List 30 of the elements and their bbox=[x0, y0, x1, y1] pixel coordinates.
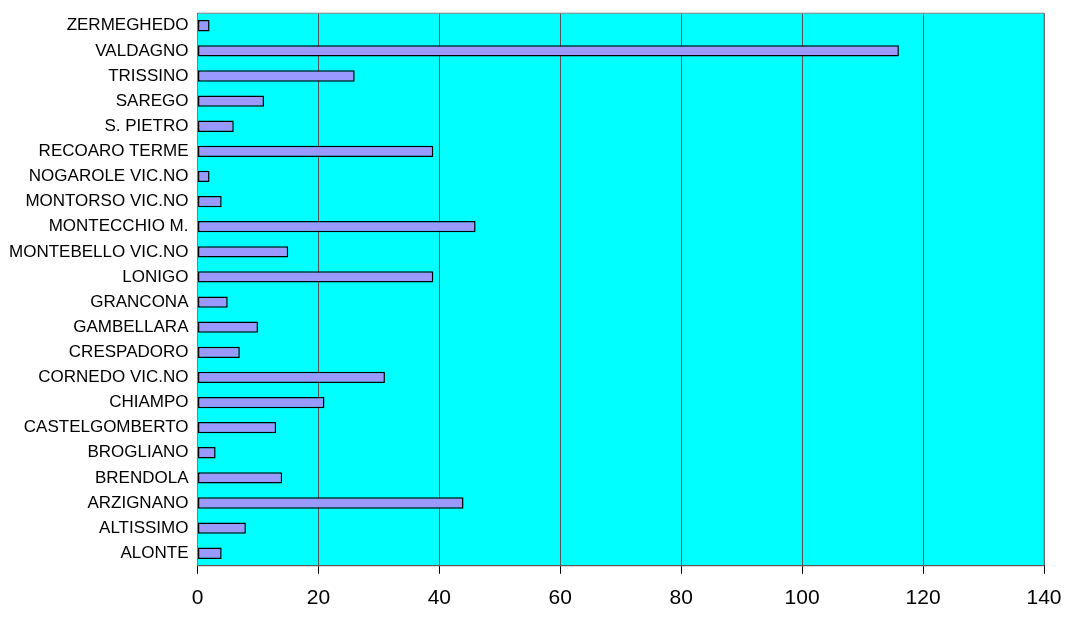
y-tick-label: ARZIGNANO bbox=[87, 492, 189, 512]
y-tick-label: RECOARO TERME bbox=[38, 141, 189, 161]
y-tick-label: TRISSINO bbox=[108, 65, 189, 85]
y-tick-label: GRANCONA bbox=[90, 291, 190, 311]
x-tick-label: 100 bbox=[784, 585, 820, 609]
x-tick-label: 40 bbox=[427, 585, 452, 609]
x-tick-label: 60 bbox=[548, 585, 572, 609]
y-tick-label: ALTISSIMO bbox=[99, 517, 189, 537]
y-tick-label: VALDAGNO bbox=[95, 40, 189, 60]
y-tick-label: ZERMEGHEDO bbox=[66, 15, 189, 35]
y-tick-label: SAREGO bbox=[115, 90, 189, 110]
y-tick-label: MONTORSO VIC.NO bbox=[25, 191, 189, 211]
x-tick-label: 80 bbox=[669, 585, 693, 609]
y-tick-label: ALONTE bbox=[120, 542, 189, 562]
y-tick-label: BROGLIANO bbox=[87, 442, 189, 462]
x-tick-label: 140 bbox=[1026, 585, 1062, 609]
y-tick-label: S. PIETRO bbox=[104, 115, 189, 135]
y-tick-label: GAMBELLARA bbox=[73, 316, 190, 336]
y-tick-label: NOGAROLE VIC.NO bbox=[28, 166, 189, 186]
y-tick-label: MONTEBELLO VIC.NO bbox=[9, 241, 189, 261]
y-tick-label: CORNEDO VIC.NO bbox=[38, 367, 189, 387]
y-tick-label: CASTELGOMBERTO bbox=[23, 417, 189, 437]
x-tick-label: 0 bbox=[191, 585, 204, 609]
x-tick-label: 120 bbox=[905, 585, 941, 609]
y-tick-label: CHIAMPO bbox=[109, 392, 189, 412]
y-tick-label: LONIGO bbox=[122, 266, 189, 286]
y-tick-label: BRENDOLA bbox=[94, 467, 190, 487]
x-tick-label: 20 bbox=[306, 585, 331, 609]
y-tick-label: CRESPADORO bbox=[68, 341, 189, 361]
y-tick-label: MONTECCHIO M. bbox=[48, 216, 189, 236]
